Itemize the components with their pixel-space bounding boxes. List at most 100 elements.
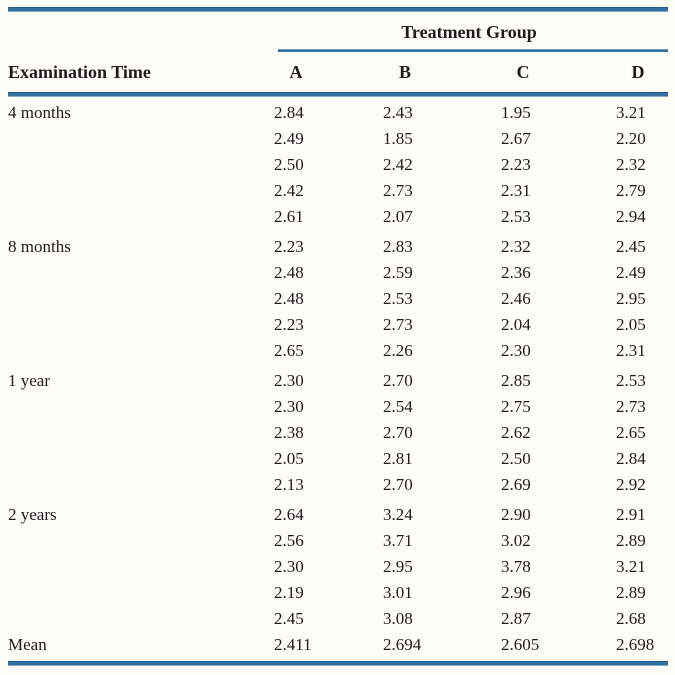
bottom-rule: [8, 661, 668, 666]
value-cell: 2.70: [383, 371, 413, 390]
table-row: 8 months 2.23 2.83 2.32 2.45: [8, 234, 668, 260]
value-cell: 2.698: [616, 635, 655, 654]
table-row: 4 months 2.84 2.43 1.95 3.21: [8, 100, 668, 126]
row-group-label-empty: [8, 260, 274, 286]
value-cell: 2.49: [616, 263, 646, 282]
table-row: 2.50 2.42 2.23 2.32: [8, 152, 668, 178]
value-cell: 2.42: [274, 181, 304, 200]
value-cell: 2.05: [274, 449, 304, 468]
value-cell: 2.36: [501, 263, 531, 282]
value-cell: 2.605: [501, 635, 540, 654]
row-group-label-empty: [8, 126, 274, 152]
spanner-underline-rule: [278, 49, 668, 52]
value-cell: 2.62: [501, 423, 531, 442]
row-group-label-empty: [8, 312, 274, 338]
table-row: 2.48 2.53 2.46 2.95: [8, 286, 668, 312]
column-header-d: D: [631, 62, 645, 82]
value-cell: 2.32: [616, 155, 646, 174]
value-cell: 3.01: [383, 583, 413, 602]
value-cell: 2.65: [616, 423, 646, 442]
row-group-label-empty: [8, 554, 274, 580]
value-cell: 2.87: [501, 609, 531, 628]
value-cell: 2.73: [616, 397, 646, 416]
value-cell: 2.50: [274, 155, 304, 174]
value-cell: 2.68: [616, 609, 646, 628]
row-group-label: 4 months: [8, 103, 71, 122]
mean-row: Mean 2.411 2.694 2.605 2.698: [8, 632, 668, 658]
value-cell: 2.79: [616, 181, 646, 200]
table-row: 2.56 3.71 3.02 2.89: [8, 528, 668, 554]
value-cell: 2.30: [274, 371, 304, 390]
value-cell: 2.70: [383, 423, 413, 442]
value-cell: 2.694: [383, 635, 422, 654]
value-cell: 2.65: [274, 341, 304, 360]
value-cell: 2.20: [616, 129, 646, 148]
table-row: 1 year 2.30 2.70 2.85 2.53: [8, 368, 668, 394]
value-cell: 3.21: [616, 103, 646, 122]
table-row: 2.45 3.08 2.87 2.68: [8, 606, 668, 632]
value-cell: 2.95: [616, 289, 646, 308]
table-row: 2.65 2.26 2.30 2.31: [8, 338, 668, 364]
value-cell: 2.95: [383, 557, 413, 576]
row-group-label-empty: [8, 178, 274, 204]
table-row: 2.30 2.54 2.75 2.73: [8, 394, 668, 420]
value-cell: 2.05: [616, 315, 646, 334]
value-cell: 2.19: [274, 583, 304, 602]
row-group-label: 2 years: [8, 505, 57, 524]
table-row: 2.13 2.70 2.69 2.92: [8, 472, 668, 498]
value-cell: 2.59: [383, 263, 413, 282]
column-header-b: B: [398, 62, 411, 82]
value-cell: 2.85: [501, 371, 531, 390]
value-cell: 2.31: [616, 341, 646, 360]
value-cell: 2.32: [501, 237, 531, 256]
value-cell: 2.89: [616, 531, 646, 550]
value-cell: 2.45: [274, 609, 304, 628]
table-row: 2.49 1.85 2.67 2.20: [8, 126, 668, 152]
table-row: 2 years 2.64 3.24 2.90 2.91: [8, 502, 668, 528]
row-group-label-empty: [8, 580, 274, 606]
column-header-a: A: [289, 62, 303, 82]
table-row: 2.61 2.07 2.53 2.94: [8, 204, 668, 230]
value-cell: 2.69: [501, 475, 531, 494]
value-cell: 1.95: [501, 103, 531, 122]
value-cell: 2.45: [616, 237, 646, 256]
value-cell: 2.30: [501, 341, 531, 360]
value-cell: 2.61: [274, 207, 304, 226]
value-cell: 2.48: [274, 263, 304, 282]
row-group-label-empty: [8, 394, 274, 420]
row-group-label-empty: [8, 420, 274, 446]
table-row: 2.48 2.59 2.36 2.49: [8, 260, 668, 286]
value-cell: 3.02: [501, 531, 531, 550]
value-cell: 2.94: [616, 207, 646, 226]
value-cell: 2.83: [383, 237, 413, 256]
value-cell: 2.30: [274, 397, 304, 416]
row-group-label-empty: [8, 446, 274, 472]
value-cell: 3.78: [501, 557, 531, 576]
value-cell: 2.31: [501, 181, 531, 200]
value-cell: 2.84: [616, 449, 646, 468]
value-cell: 3.08: [383, 609, 413, 628]
row-group-label-empty: [8, 472, 274, 498]
value-cell: 2.23: [501, 155, 531, 174]
treatment-group-spanner-header: Treatment Group: [401, 22, 537, 42]
value-cell: 2.13: [274, 475, 304, 494]
value-cell: 2.75: [501, 397, 531, 416]
value-cell: 2.04: [501, 315, 531, 334]
mean-label: Mean: [8, 635, 47, 654]
table-row: 2.38 2.70 2.62 2.65: [8, 420, 668, 446]
row-group-label-empty: [8, 528, 274, 554]
value-cell: 2.53: [616, 371, 646, 390]
value-cell: 2.42: [383, 155, 413, 174]
value-cell: 2.96: [501, 583, 531, 602]
row-group-label: 1 year: [8, 371, 51, 390]
value-cell: 2.56: [274, 531, 304, 550]
table-row: 2.42 2.73 2.31 2.79: [8, 178, 668, 204]
header-separator-rule: [8, 92, 668, 97]
value-cell: 2.73: [383, 315, 413, 334]
top-rule: [8, 7, 668, 12]
value-cell: 3.71: [383, 531, 413, 550]
value-cell: 2.92: [616, 475, 646, 494]
value-cell: 2.54: [383, 397, 413, 416]
value-cell: 2.46: [501, 289, 531, 308]
